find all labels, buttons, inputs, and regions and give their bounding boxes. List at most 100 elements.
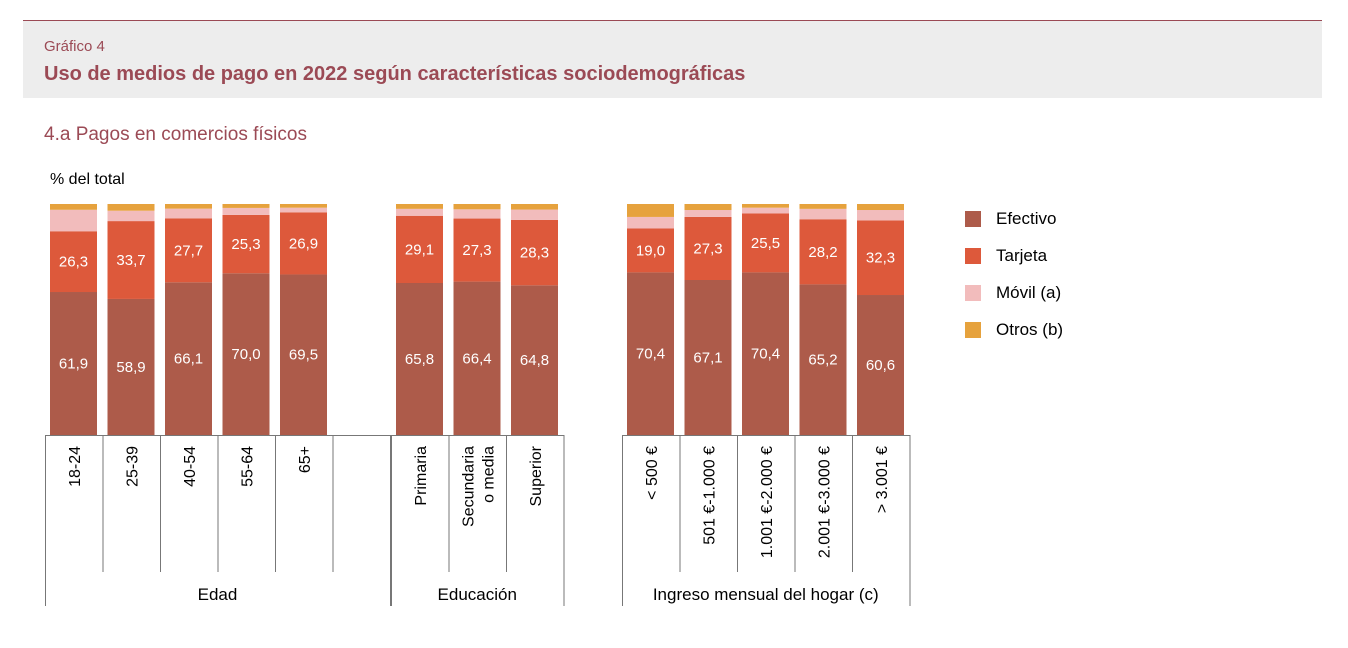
- bar-movil-8: [627, 216, 674, 229]
- bar-label-efectivo-2: 66,1: [174, 351, 203, 368]
- bar-efectivo-5: [396, 283, 443, 435]
- bar-label-efectivo-6: 66,4: [462, 350, 491, 367]
- category-label-2: 40-54: [182, 446, 199, 487]
- legend-item-otros: Otros (b): [965, 311, 1063, 348]
- group-labels-layer: Edad Educación Ingreso mensual del hogar (…: [198, 585, 879, 604]
- category-label-9: 501 €-1.000 €: [701, 446, 718, 545]
- bar-label-efectivo-3: 70,0: [231, 346, 260, 363]
- bar-efectivo-4: [280, 274, 327, 435]
- legend-item-movil: Móvil (a): [965, 274, 1063, 311]
- bar-otros-2: [165, 204, 212, 209]
- bar-efectivo-12: [857, 295, 904, 435]
- bar-otros-10: [742, 204, 789, 208]
- bar-tarjeta-3: [222, 214, 270, 274]
- legend-swatch-tarjeta: [965, 247, 981, 264]
- bar-label-tarjeta-4: 26,9: [289, 235, 318, 252]
- bar-label-tarjeta-11: 28,2: [808, 244, 837, 261]
- bar-efectivo-3: [222, 273, 270, 435]
- category-label-4: 65+: [297, 446, 314, 473]
- stacked-bar-chart: % del total 61,9 26,3 58,9 33,7 66,1 27,7 70,0…: [45, 171, 911, 606]
- bar-tarjeta-9: [684, 216, 732, 280]
- bar-label-tarjeta-10: 25,5: [751, 235, 780, 252]
- bar-movil-2: [165, 208, 212, 219]
- category-label-10: 1.001 €-2.000 €: [759, 446, 776, 558]
- bar-tarjeta-11: [799, 219, 847, 285]
- bar-tarjeta-7: [511, 219, 558, 286]
- bar-label-efectivo-0: 61,9: [59, 356, 88, 373]
- legend-swatch-efectivo: [965, 210, 981, 227]
- bar-efectivo-9: [684, 279, 732, 435]
- bar-movil-9: [684, 210, 732, 217]
- group-label-1: Educación: [438, 585, 517, 604]
- bar-label-tarjeta-6: 27,3: [462, 242, 491, 259]
- bar-efectivo-6: [453, 281, 501, 435]
- bar-efectivo-2: [165, 282, 212, 435]
- category-label-3: 55-64: [239, 446, 256, 487]
- bar-movil-0: [50, 209, 97, 232]
- category-label-1: 25-39: [124, 446, 141, 487]
- bar-efectivo-0: [50, 292, 97, 435]
- legend-swatch-movil: [965, 284, 981, 301]
- bar-otros-1: [107, 204, 155, 211]
- bar-label-tarjeta-9: 27,3: [693, 240, 722, 257]
- bar-movil-6: [453, 209, 501, 219]
- bar-movil-4: [280, 207, 327, 213]
- bar-tarjeta-4: [280, 212, 327, 275]
- bar-tarjeta-12: [857, 220, 904, 296]
- bar-otros-12: [857, 204, 904, 211]
- category-label-5: Primaria: [413, 446, 430, 506]
- bar-otros-9: [684, 204, 732, 211]
- bar-otros-4: [280, 204, 327, 208]
- bar-label-tarjeta-2: 27,7: [174, 242, 203, 259]
- bar-movil-10: [742, 207, 789, 214]
- bar-label-efectivo-7: 64,8: [520, 352, 549, 369]
- bar-movil-3: [222, 207, 270, 215]
- category-label-11: 2.001 €-3.000 €: [816, 446, 833, 558]
- legend-label-otros: Otros (b): [996, 319, 1064, 339]
- category-label-0: 18-24: [67, 446, 84, 487]
- bar-label-tarjeta-8: 19,0: [636, 242, 665, 259]
- bar-tarjeta-5: [396, 215, 443, 284]
- bar-otros-0: [50, 204, 97, 210]
- bar-movil-1: [107, 210, 155, 222]
- y-axis-label: % del total: [50, 171, 125, 188]
- figure-number: Gráfico 4: [44, 38, 105, 55]
- bar-otros-11: [799, 204, 847, 209]
- bar-label-efectivo-4: 69,5: [289, 347, 318, 364]
- bar-label-efectivo-8: 70,4: [636, 346, 665, 363]
- bar-tarjeta-2: [165, 218, 212, 283]
- legend-swatch-otros: [965, 321, 981, 338]
- bar-efectivo-8: [627, 272, 674, 435]
- category-label-8: < 500 €: [644, 446, 661, 500]
- legend-label-efectivo: Efectivo: [996, 208, 1057, 228]
- group-label-0: Edad: [198, 585, 238, 604]
- bar-efectivo-1: [107, 298, 155, 435]
- bars-layer: [50, 204, 904, 435]
- bar-otros-5: [396, 204, 443, 209]
- legend-label-movil: Móvil (a): [996, 282, 1062, 302]
- bar-label-tarjeta-0: 26,3: [59, 254, 88, 271]
- bar-movil-11: [799, 208, 847, 220]
- category-label-7: Superior: [528, 445, 545, 506]
- bar-tarjeta-8: [627, 228, 674, 273]
- bar-label-tarjeta-7: 28,3: [520, 245, 549, 262]
- bar-otros-7: [511, 204, 558, 210]
- bar-movil-7: [511, 209, 558, 220]
- legend-item-tarjeta: Tarjeta: [965, 237, 1063, 274]
- bar-tarjeta-1: [107, 221, 155, 299]
- bar-tarjeta-10: [742, 213, 789, 273]
- chart-subtitle: 4.a Pagos en comercios físicos: [44, 124, 307, 145]
- legend-item-efectivo: Efectivo: [965, 200, 1063, 237]
- bar-otros-8: [627, 204, 674, 217]
- bar-label-tarjeta-1: 33,7: [116, 252, 145, 269]
- bar-movil-5: [396, 208, 443, 216]
- bar-label-efectivo-12: 60,6: [866, 357, 895, 374]
- bar-otros-3: [222, 204, 270, 208]
- bar-label-efectivo-9: 67,1: [693, 349, 722, 366]
- bar-label-efectivo-5: 65,8: [405, 351, 434, 368]
- legend: Efectivo Tarjeta Móvil (a) Otros (b): [965, 200, 1063, 348]
- bar-label-tarjeta-12: 32,3: [866, 250, 895, 267]
- bar-label-efectivo-11: 65,2: [808, 352, 837, 369]
- legend-label-tarjeta: Tarjeta: [996, 245, 1048, 265]
- bar-efectivo-7: [511, 285, 558, 435]
